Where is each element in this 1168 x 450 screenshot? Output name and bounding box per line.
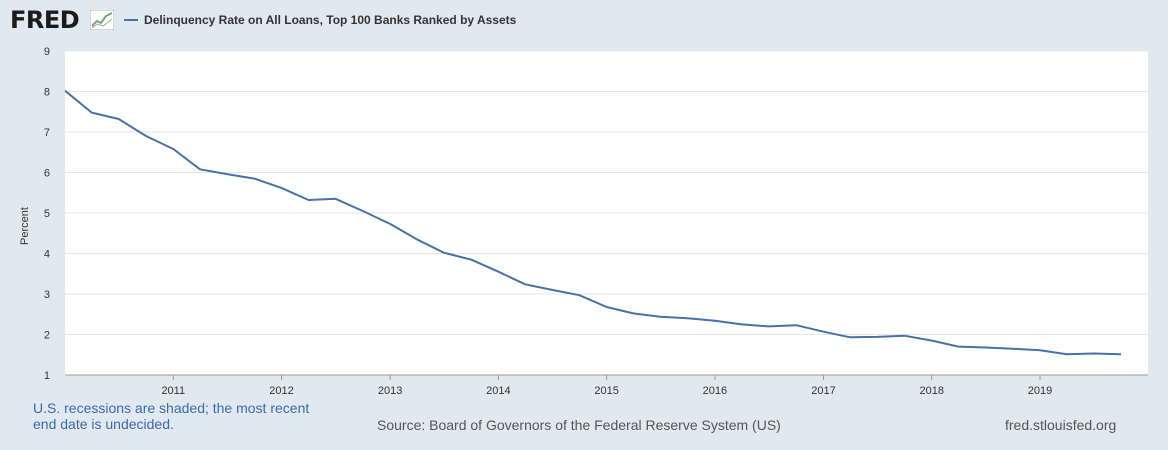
line-chart: 1 2 3 4 5 6 7 8 9 2011 2012 2013 2014 2015 2016 2017 201… — [44, 46, 1148, 397]
series-line — [64, 89, 1122, 356]
y-tick-label: 9 — [44, 46, 50, 58]
y-tick-label: 4 — [44, 249, 50, 261]
x-tick-label: 2018 — [920, 385, 944, 397]
x-tick-label: 2016 — [703, 385, 727, 397]
y-tick-label: 3 — [44, 289, 50, 301]
x-tick-label: 2015 — [594, 385, 618, 397]
site-link[interactable]: fred.stlouisfed.org — [1005, 417, 1117, 433]
y-tick-label: 6 — [44, 168, 50, 180]
recession-note: U.S. recessions are shaded; the most rec… — [33, 400, 310, 432]
x-tick-label: 2019 — [1028, 385, 1052, 397]
y-tick-label: 1 — [44, 370, 50, 382]
x-tick-label: 2014 — [486, 385, 510, 397]
header: FRED Delinquency Rate on All Loans, Top … — [0, 0, 1168, 42]
legend-swatch — [124, 19, 138, 21]
fred-chart-logo-icon — [90, 10, 114, 30]
fred-logo[interactable]: FRED — [10, 6, 80, 34]
y-tick-label: 7 — [44, 127, 50, 139]
y-tick-label: 5 — [44, 208, 50, 220]
y-tick-label: 8 — [44, 87, 50, 99]
x-tick-label: 2011 — [161, 385, 185, 397]
x-tick-label: 2012 — [269, 385, 293, 397]
legend-label[interactable]: Delinquency Rate on All Loans, Top 100 B… — [144, 13, 517, 27]
x-tick-label: 2013 — [378, 385, 402, 397]
x-tick-label: 2017 — [811, 385, 835, 397]
y-axis-label: Percent — [19, 207, 31, 245]
source-text: Source: Board of Governors of the Federa… — [377, 417, 781, 433]
y-tick-label: 2 — [44, 330, 50, 342]
